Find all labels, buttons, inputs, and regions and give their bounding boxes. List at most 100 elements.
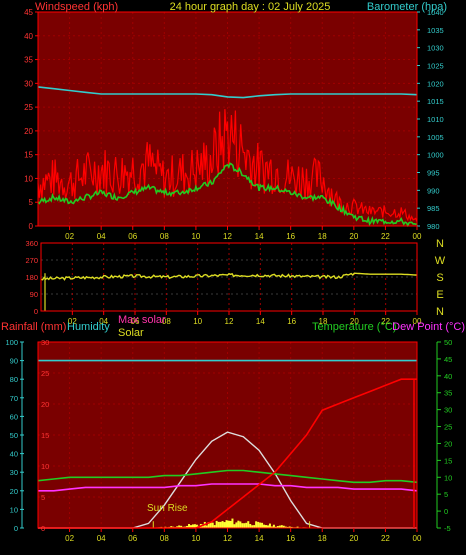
temperature-y-tick-label: 15 — [444, 456, 452, 465]
time-tick-label: 18 — [318, 232, 327, 241]
solar-bar — [213, 525, 216, 528]
time-tick-label: 06 — [128, 232, 137, 241]
solar-bar — [211, 522, 214, 528]
solar-bar — [221, 521, 224, 528]
time-tick-label: 08 — [160, 534, 169, 543]
temperature-y-tick-label: 30 — [444, 406, 452, 415]
barometer-y-tick-label: 1000 — [427, 151, 444, 160]
solar-bar — [193, 524, 196, 528]
time-tick-label: 04 — [99, 317, 108, 326]
temperature-y-tick-label: 50 — [444, 338, 452, 347]
solar-bar — [255, 521, 258, 528]
time-tick-label: 08 — [160, 232, 169, 241]
barometer-y-tick-label: 990 — [427, 186, 440, 195]
solar-bar — [282, 525, 285, 528]
wind-y-tick-label: 35 — [24, 56, 33, 65]
solar-bar — [265, 525, 268, 528]
solar-bar — [176, 526, 179, 528]
time-tick-label: 18 — [318, 534, 327, 543]
solar-bar — [201, 524, 204, 528]
dewpoint-label: Dew Point (°C) — [392, 321, 465, 333]
solar-bar — [268, 523, 271, 528]
solar-bar — [237, 520, 240, 528]
solar-bar — [257, 521, 260, 528]
humidity-y-tick-label: 100 — [5, 338, 18, 347]
time-tick-label: 10 — [191, 534, 200, 543]
solar-bar — [290, 526, 293, 528]
solar-bar — [296, 526, 299, 528]
solar-bar — [274, 526, 277, 528]
average-wind-series-line — [37, 162, 418, 228]
solar-bar — [235, 522, 238, 528]
time-tick-label: 16 — [287, 317, 296, 326]
time-tick-label: 18 — [319, 317, 328, 326]
barometer-y-tick-label: 995 — [427, 169, 440, 178]
solar-bar — [247, 521, 250, 528]
solar-bar — [178, 525, 181, 528]
solar-bar — [180, 525, 183, 528]
temperature-y-tick-label: 45 — [444, 355, 452, 364]
time-tick-label: 04 — [97, 534, 106, 543]
wind-y-tick-label: 0 — [29, 222, 34, 231]
solar-bar — [266, 525, 269, 528]
solar-bar — [278, 525, 281, 528]
compass-label: E — [436, 289, 443, 301]
compass-label: N — [436, 238, 444, 250]
humidity-y-tick-label: 30 — [10, 468, 18, 477]
direction-y-tick-label: 270 — [25, 256, 38, 265]
solar-bar — [284, 526, 287, 528]
wind-axis-label: Windspeed (kph) — [35, 1, 118, 13]
rain-y-tick-label: 25 — [41, 369, 49, 378]
solar-bar — [217, 521, 220, 528]
time-tick-label: 02 — [65, 534, 74, 543]
time-tick-label: 14 — [255, 232, 264, 241]
rain-y-tick-label: 15 — [41, 431, 49, 440]
solar-bar — [249, 523, 252, 528]
barometer-axis-label: Barometer (hpa) — [367, 1, 447, 13]
solar-bar — [225, 520, 228, 528]
time-tick-label: 20 — [349, 534, 358, 543]
time-tick-label: 06 — [128, 534, 137, 543]
barometer-y-tick-label: 985 — [427, 204, 440, 213]
temperature-y-tick-label: 20 — [444, 439, 452, 448]
solar-label: Solar — [118, 327, 144, 339]
barometer-y-tick-label: 1035 — [427, 26, 444, 35]
compass-label: S — [436, 272, 443, 284]
solar-bar — [231, 518, 234, 528]
humidity-y-tick-label: 10 — [10, 505, 18, 514]
compass-label: N — [436, 306, 444, 318]
windspeed-series-line — [37, 109, 418, 222]
wind-y-tick-label: 30 — [24, 79, 33, 88]
temperature-y-tick-label: 10 — [444, 473, 452, 482]
time-tick-label: 22 — [381, 317, 390, 326]
solar-bar — [270, 526, 273, 528]
solar-bar — [229, 520, 232, 528]
solar-bar — [251, 525, 254, 528]
max-solar-label: Max solar — [118, 314, 166, 326]
rain-y-tick-label: 0 — [41, 524, 45, 533]
time-tick-label: 12 — [223, 534, 232, 543]
time-tick-label: 12 — [223, 232, 232, 241]
time-tick-label: 14 — [256, 317, 265, 326]
temperature-y-tick-label: -5 — [444, 524, 451, 533]
dewpoint-series-line — [38, 483, 418, 492]
time-tick-label: 20 — [349, 232, 358, 241]
time-tick-label: 06 — [131, 317, 140, 326]
time-tick-label: 10 — [191, 232, 200, 241]
temperature-label: Temperature (°C) — [312, 321, 396, 333]
solar-bar — [215, 520, 218, 528]
temperature-y-tick-label: 5 — [444, 490, 448, 499]
rainfall-label: Rainfall (mm) — [1, 321, 66, 333]
solar-bar — [259, 522, 262, 528]
solar-bar — [276, 526, 279, 528]
time-tick-label: 22 — [381, 232, 390, 241]
direction-y-tick-label: 0 — [34, 307, 38, 316]
wind-panel-series — [37, 86, 418, 228]
solar-bar — [243, 523, 246, 528]
humidity-y-tick-label: 20 — [10, 487, 18, 496]
time-tick-label: 16 — [286, 534, 295, 543]
barometer-series-line — [37, 86, 418, 99]
graph-title: 24 hour graph day : 02 July 2025 — [170, 1, 331, 13]
